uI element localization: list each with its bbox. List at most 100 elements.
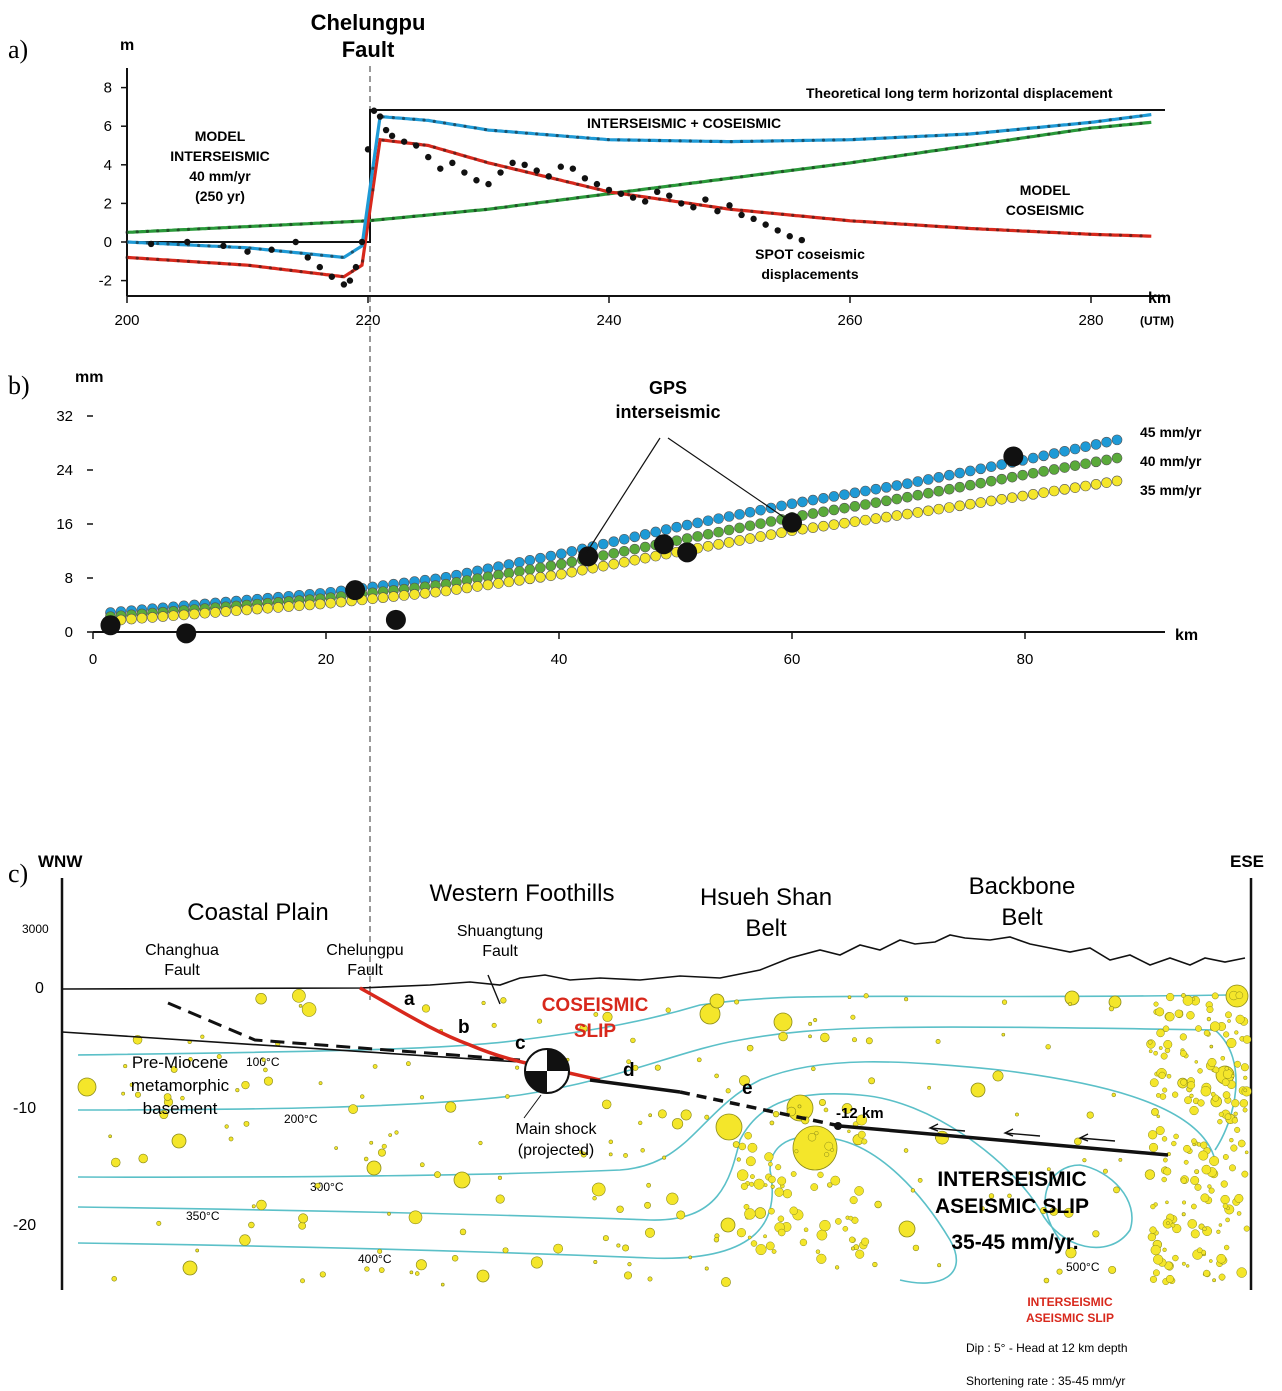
rate-45-point <box>734 509 745 520</box>
combined-model-line-point <box>371 166 375 170</box>
earthquake-circle <box>720 1217 736 1233</box>
earthquake-circle <box>1201 1164 1212 1175</box>
earthquake-circle <box>591 1182 606 1197</box>
interseismic-model-line-point <box>442 211 447 216</box>
rate-40-point <box>629 543 641 555</box>
rate-35-point <box>189 608 200 620</box>
coseismic-model-line-point <box>186 259 191 263</box>
rate-35-point <box>881 511 892 523</box>
coseismic-model-line-point <box>1129 233 1133 238</box>
panel-a-y-tick-label: 2 <box>104 195 112 212</box>
rate-35-point <box>1048 485 1060 497</box>
combined-model-line-point <box>463 124 467 128</box>
rate-35-point <box>1090 479 1102 490</box>
earthquake-circle <box>1208 1187 1215 1194</box>
earthquake-circle <box>1191 1138 1197 1145</box>
panel-a-x-tick-label: 260 <box>837 312 862 329</box>
earthquake-circle <box>182 1260 198 1276</box>
earthquake-circle <box>1063 1207 1074 1218</box>
earthquake-circle <box>1198 1150 1209 1161</box>
earthquake-circle <box>768 1175 776 1184</box>
earthquake-circle <box>704 1114 710 1120</box>
interseismic-model-line-point <box>811 165 815 170</box>
earthquake-circle <box>1028 1171 1033 1176</box>
rate-35-point <box>902 508 913 520</box>
interseismic-model-line-point <box>1036 134 1041 138</box>
coseismic-model-line-point <box>1088 232 1092 236</box>
rate-35-point <box>1027 489 1039 500</box>
combined-model-line-point <box>401 116 406 121</box>
depth-tick-0: 0 <box>35 980 44 997</box>
earthquake-circle <box>1159 1093 1167 1100</box>
rate-40-point <box>618 545 630 557</box>
rate-45-point <box>1038 450 1049 462</box>
combined-model-line-point <box>637 138 641 142</box>
main-shock-label-1: Main shock <box>516 1121 598 1138</box>
interseismic-model-line-point <box>914 151 918 156</box>
earthquake-circle <box>1243 1088 1248 1093</box>
combined-model-line-point <box>504 129 508 134</box>
spot-point <box>184 238 191 246</box>
rate-35-point <box>744 533 756 544</box>
rate-35-point <box>157 611 169 622</box>
combined-model-line-point <box>801 138 805 143</box>
earthquake-circle <box>622 1244 630 1252</box>
earthquake-circle <box>1181 1261 1186 1266</box>
earthquake-circle <box>1189 1105 1199 1116</box>
combined-model-line-point <box>1077 121 1082 126</box>
earthquake-circle <box>854 1186 864 1196</box>
coseismic-model-line-point <box>862 220 867 224</box>
rate-45-point <box>650 526 661 538</box>
interseismic-model-line-point <box>248 224 252 229</box>
rate-35-point <box>199 607 211 619</box>
combined-model-line-point <box>780 139 785 143</box>
interseismic-model-line-point <box>514 204 518 208</box>
coseismic-model-line-point <box>996 228 1000 232</box>
interseismic-model-line-point <box>658 185 662 189</box>
earthquake-circle <box>388 1133 393 1137</box>
rate-35-point <box>377 592 389 603</box>
ese-label: ESE <box>1230 852 1264 871</box>
interseismic-model-line-point <box>360 219 365 223</box>
earthquake-circle <box>1220 1180 1228 1188</box>
coseismic-model-line-point <box>207 261 211 265</box>
earthquake-circle <box>1149 1275 1158 1283</box>
spot-point <box>388 132 396 140</box>
rate-35-point <box>262 602 274 614</box>
coseismic-model-line-point <box>924 224 928 228</box>
spot-label-2: displacements <box>761 266 858 282</box>
coseismic-model-line-point <box>453 151 457 155</box>
earthquake-circle <box>593 1012 599 1017</box>
interseismic-model-line-point <box>719 177 723 181</box>
region-hsueh-shan-2: Belt <box>745 915 787 942</box>
earthquake-circle <box>1197 1099 1205 1107</box>
coseismic-model-line-point <box>668 198 672 203</box>
rate-45-point <box>597 538 609 550</box>
earthquake-circle <box>440 1282 445 1287</box>
earthquake-circle <box>1147 1039 1153 1045</box>
coseismic-model-line-point <box>852 219 856 223</box>
rate-45-point <box>1059 445 1070 457</box>
coseismic-model-line-point <box>1016 229 1020 233</box>
earthquake-circle <box>789 1206 798 1216</box>
earthquake-circle <box>1187 1081 1196 1090</box>
earthquake-circle <box>810 1183 819 1191</box>
earthquake-circle <box>1111 1092 1116 1098</box>
rate-35-point <box>755 531 766 542</box>
combined-model-line-point <box>340 255 344 259</box>
earthquake-circle <box>861 1237 870 1246</box>
spot-point <box>449 159 456 167</box>
combined-model-line-point <box>176 242 180 247</box>
interseismic-slip-line <box>839 1124 1169 1157</box>
spot-point <box>382 126 390 134</box>
rate-45-point <box>723 511 735 522</box>
combined-model-line-point <box>678 139 682 143</box>
earthquake-circle <box>1223 1244 1230 1251</box>
earthquake-circle <box>750 1240 758 1247</box>
combined-model-line-point <box>494 129 498 133</box>
coseismic-model-line-point <box>350 269 354 273</box>
spot-point <box>605 186 613 194</box>
earthquake-circle <box>434 1171 441 1179</box>
combined-model-line-point <box>1016 127 1020 131</box>
earthquake-circle <box>1166 1221 1170 1226</box>
